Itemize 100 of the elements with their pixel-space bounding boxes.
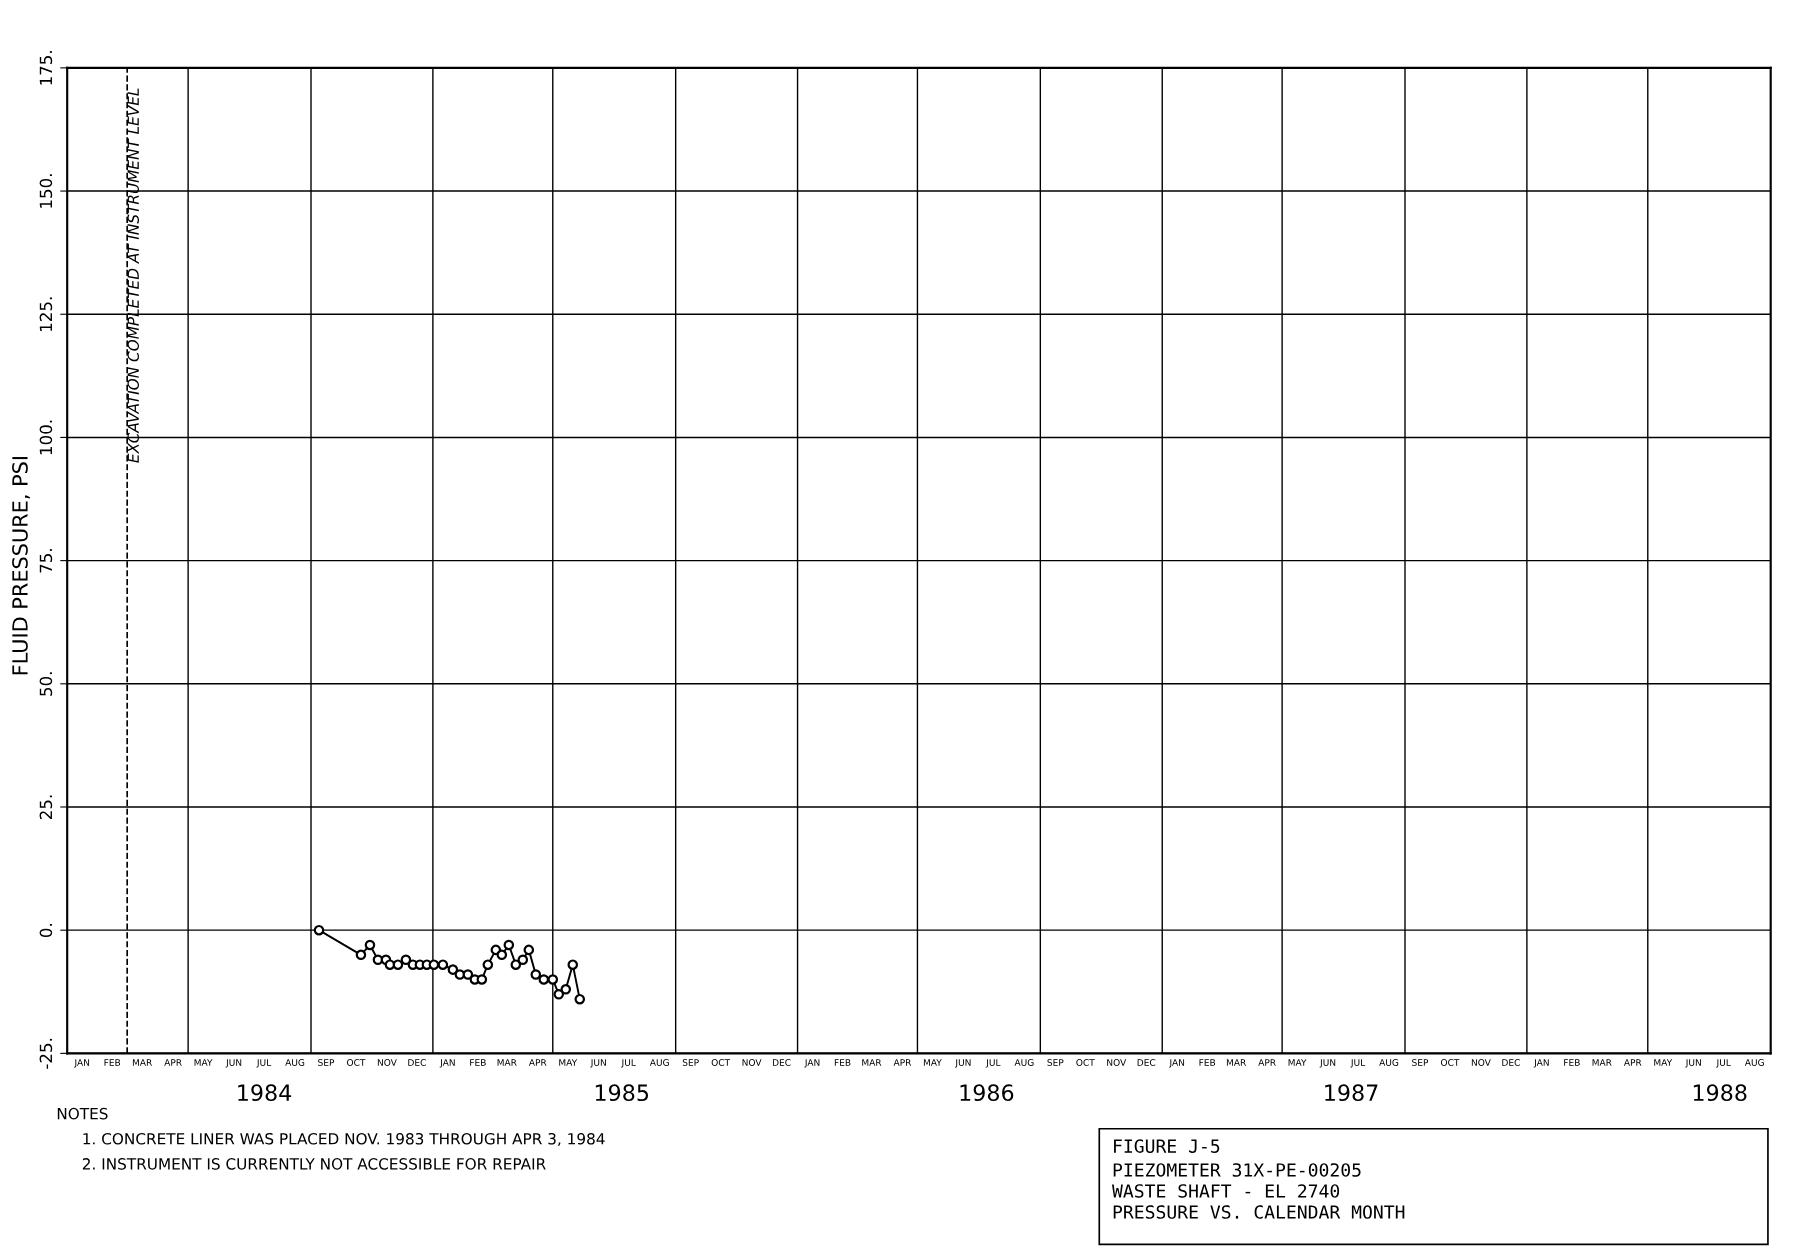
x-tick-label: MAY: [923, 1059, 942, 1066]
x-tick-label: FEB: [104, 1059, 121, 1066]
x-tick-label: OCT: [1441, 1059, 1460, 1066]
y-tick-label: 0.: [39, 924, 53, 938]
point: [538, 974, 550, 985]
x-tick-label: AUG: [649, 1059, 669, 1066]
ref-line-label: EXCAVATION COMPLETED AT INSTRUMENT LEVEL: [127, 88, 139, 463]
point: [517, 954, 529, 966]
x-tick-label: APR: [1258, 1059, 1276, 1066]
x-tick-label: NOV: [742, 1059, 762, 1066]
x-tick-label: DEC: [1502, 1059, 1520, 1066]
x-tick-label: SEP: [1412, 1059, 1429, 1066]
x-tick-label: JUL: [1350, 1059, 1366, 1068]
x-tick-label: MAR: [132, 1059, 153, 1066]
y-tick-label: 25.: [39, 795, 53, 820]
point: [482, 959, 494, 970]
x-tick-label: JUN: [1319, 1059, 1336, 1068]
x-tick-label: SEP: [1047, 1059, 1064, 1066]
point: [574, 993, 586, 1005]
x2-tick-label: 1988: [1693, 1084, 1747, 1102]
point: [462, 969, 474, 980]
y-tick-label: 175.: [39, 51, 53, 85]
x-tick-label: MAR: [1592, 1059, 1612, 1066]
point: [553, 988, 565, 1000]
point: [523, 944, 535, 956]
x-tick-label: FEB: [834, 1059, 851, 1066]
text: NOTES: [57, 1107, 108, 1120]
point: [400, 954, 412, 966]
x-tick-label: FEB: [470, 1059, 486, 1066]
x-tick-label: DEC: [772, 1059, 791, 1066]
point: [496, 949, 508, 961]
x-tick-label: NOV: [1107, 1059, 1127, 1066]
x-tick-label: SEP: [318, 1059, 335, 1066]
x2-tick-label: 1985: [595, 1084, 649, 1102]
x-tick-label: JUN: [1685, 1059, 1701, 1068]
point: [447, 964, 459, 975]
point: [364, 939, 376, 951]
x-tick-label: JUL: [256, 1059, 272, 1068]
x-tick-label: MAY: [194, 1059, 213, 1066]
x2-tick-label: 1986: [960, 1084, 1014, 1102]
point: [510, 959, 522, 970]
point: [428, 959, 440, 970]
x-tick-label: APR: [893, 1059, 912, 1066]
x-tick-label: APR: [164, 1059, 182, 1066]
point: [547, 974, 559, 985]
x-tick-label: JAN: [1533, 1059, 1549, 1068]
point: [437, 959, 449, 970]
point: [530, 969, 542, 980]
x-tick-label: JUN: [954, 1059, 971, 1068]
point: [560, 984, 572, 995]
point: [355, 949, 367, 961]
x-tick-label: JUN: [590, 1059, 606, 1068]
point: [567, 959, 579, 970]
x-tick-label: MAY: [1654, 1059, 1673, 1066]
y-tick-label: 125.: [39, 297, 53, 331]
point: [503, 939, 515, 951]
x-tick-label: JUN: [225, 1059, 242, 1068]
y-tick-label: 100.: [39, 420, 53, 455]
x-tick-label: FEB: [1564, 1059, 1580, 1066]
x-tick-label: JAN: [74, 1059, 90, 1068]
x-tick-label: APR: [528, 1059, 547, 1066]
x-tick-label: MAR: [862, 1059, 882, 1066]
text: 1. CONCRETE LINER WAS PLACED NOV. 1983 THROUGH APR 3, 1984: [83, 1132, 605, 1147]
x-tick-label: JAN: [1169, 1059, 1185, 1068]
x-tick-label: APR: [1623, 1059, 1642, 1066]
x-tick-label: JUL: [621, 1059, 636, 1068]
x-tick-label: MAY: [559, 1059, 578, 1066]
x-tick-label: OCT: [347, 1059, 366, 1066]
x-tick-label: JAN: [439, 1059, 455, 1068]
x-tick-label: OCT: [1076, 1059, 1095, 1066]
x-tick-label: OCT: [711, 1059, 731, 1066]
x-tick-label: MAR: [1226, 1059, 1247, 1066]
x2-tick-label: 1987: [1325, 1084, 1378, 1102]
x-tick-label: FEB: [1199, 1059, 1216, 1066]
x-tick-label: JUL: [985, 1059, 1001, 1068]
x-tick-label: MAY: [1288, 1059, 1307, 1066]
x-tick-label: JUL: [1716, 1059, 1731, 1068]
x-tick-label: JAN: [804, 1059, 820, 1068]
x-tick-label: AUG: [1014, 1059, 1034, 1066]
y-tick-label: 75.: [39, 549, 53, 573]
y-tick-label: 50.: [39, 672, 53, 696]
point: [313, 924, 325, 936]
text: FIGURE J-5: [1114, 1139, 1220, 1153]
y-tick-label: -25.: [39, 1038, 53, 1069]
x-tick-label: DEC: [408, 1059, 426, 1066]
x-tick-label: AUG: [1379, 1059, 1399, 1066]
x-tick-label: NOV: [377, 1059, 397, 1066]
x-tick-label: SEP: [682, 1059, 699, 1066]
x-tick-label: AUG: [1744, 1059, 1764, 1066]
x-tick-label: NOV: [1471, 1059, 1491, 1066]
x2-tick-label: 1984: [238, 1084, 292, 1102]
x-tick-label: DEC: [1137, 1059, 1156, 1066]
point: [392, 959, 404, 970]
text: PIEZOMETER 31X-PE-00205 WASTE SHAFT - EL 2740 PRESSURE VS. CALENDAR MONTH: [1112, 1163, 1405, 1219]
text: 2. INSTRUMENT IS CURRENTLY NOT ACCESSIBLE FOR REPAIR: [82, 1158, 546, 1170]
x-tick-label: AUG: [285, 1059, 305, 1066]
point: [476, 974, 488, 985]
y-tick-label: 150.: [39, 174, 53, 208]
x-tick-label: MAR: [497, 1059, 517, 1066]
y-axis-title: FLUID PRESSURE, PSI: [12, 457, 30, 675]
